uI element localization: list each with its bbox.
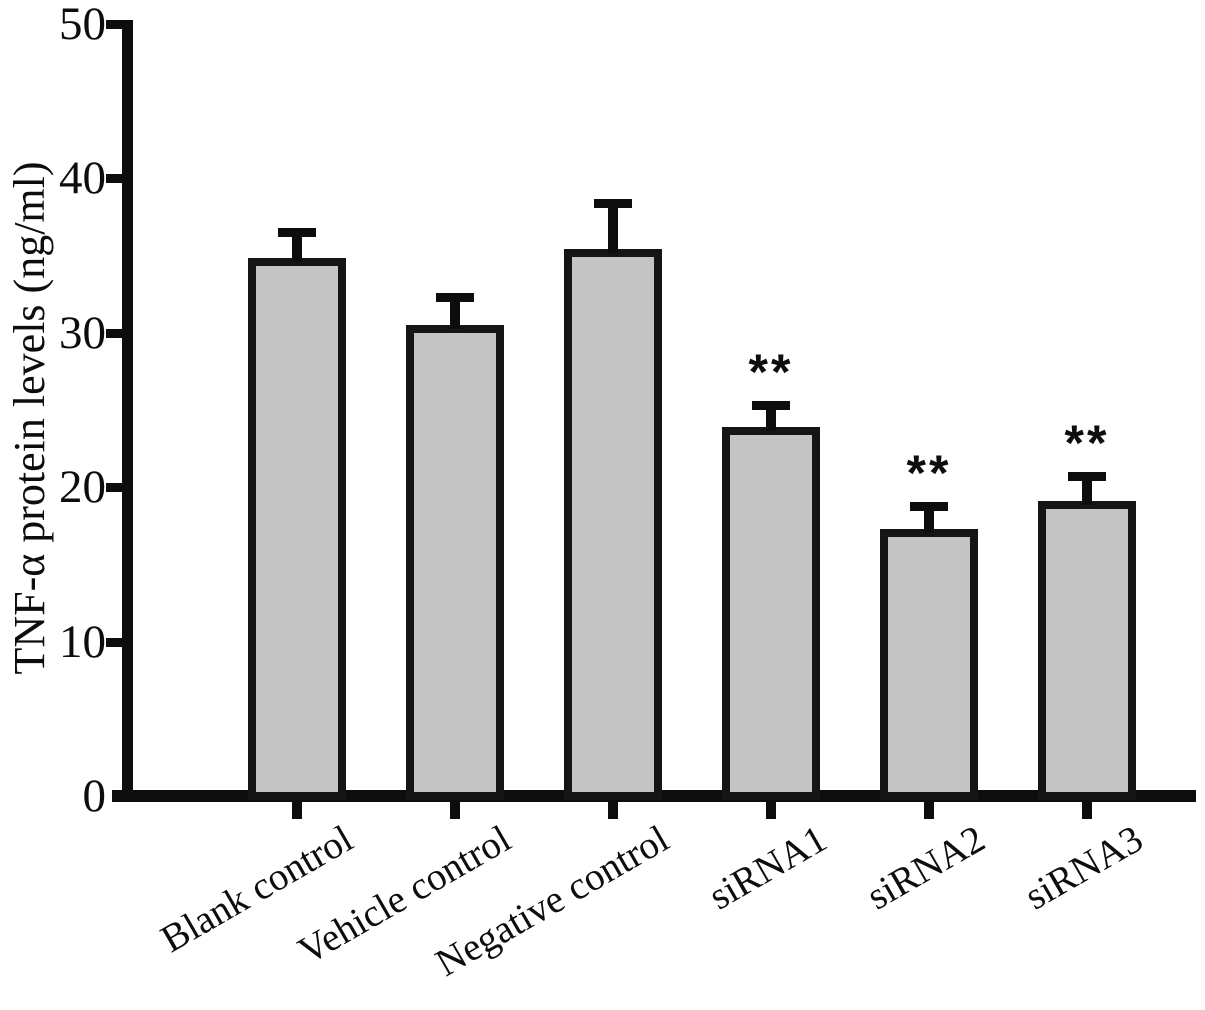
y-tick-50 bbox=[106, 19, 123, 29]
y-tick-40 bbox=[106, 174, 123, 183]
error-bar-stem bbox=[450, 296, 460, 329]
error-bar-stem bbox=[1082, 476, 1092, 505]
error-bar-cap bbox=[594, 198, 632, 208]
error-bar-cap bbox=[910, 501, 948, 511]
error-bar-cap bbox=[436, 292, 474, 302]
x-tick-6 bbox=[1082, 802, 1092, 819]
y-tick-label-10: 10 bbox=[59, 615, 106, 668]
y-axis-line bbox=[122, 20, 133, 802]
error-bar-cap bbox=[752, 401, 790, 411]
y-tick-10 bbox=[106, 637, 123, 647]
error-bar-stem bbox=[292, 232, 302, 263]
bar-negative-control bbox=[564, 249, 662, 800]
bar-sirna1 bbox=[722, 426, 820, 800]
error-bar-stem bbox=[924, 505, 934, 533]
significance-marker-sirna2: ** bbox=[906, 444, 952, 501]
x-tick-5 bbox=[924, 802, 934, 819]
y-tick-30 bbox=[106, 328, 123, 338]
y-tick-label-50: 50 bbox=[59, 0, 106, 50]
bar-sirna3 bbox=[1038, 500, 1136, 800]
x-category-label-blank-control: Blank control bbox=[153, 817, 360, 962]
y-tick-label-0: 0 bbox=[82, 770, 107, 822]
error-bar-cap bbox=[1068, 472, 1106, 482]
error-bar-cap bbox=[278, 228, 316, 238]
x-category-label-sirna3: siRNA3 bbox=[1017, 817, 1150, 919]
bar-sirna2 bbox=[880, 528, 978, 800]
x-category-label-sirna2: siRNA2 bbox=[859, 817, 992, 919]
x-tick-4 bbox=[766, 802, 776, 819]
significance-marker-sirna3: ** bbox=[1064, 415, 1110, 472]
significance-marker-sirna1: ** bbox=[748, 344, 794, 401]
y-tick-label-30: 30 bbox=[59, 306, 106, 359]
x-tick-1 bbox=[292, 802, 302, 819]
y-tick-label-20: 20 bbox=[59, 461, 106, 513]
y-axis-title: TNF-α protein levels (ng/ml) bbox=[5, 161, 54, 675]
x-category-label-negative-control: Negative control bbox=[428, 817, 676, 985]
x-tick-2 bbox=[450, 802, 460, 819]
bar-vehicle-control bbox=[406, 324, 504, 800]
x-category-label-vehicle-control: Vehicle control bbox=[291, 817, 518, 973]
y-tick-label-40: 40 bbox=[59, 152, 106, 204]
y-tick-20 bbox=[106, 483, 123, 492]
x-tick-3 bbox=[608, 802, 618, 819]
error-bar-stem bbox=[608, 202, 618, 254]
x-category-label-sirna1: siRNA1 bbox=[701, 817, 834, 919]
bar-blank-control bbox=[248, 258, 346, 800]
error-bar-stem bbox=[766, 405, 776, 431]
